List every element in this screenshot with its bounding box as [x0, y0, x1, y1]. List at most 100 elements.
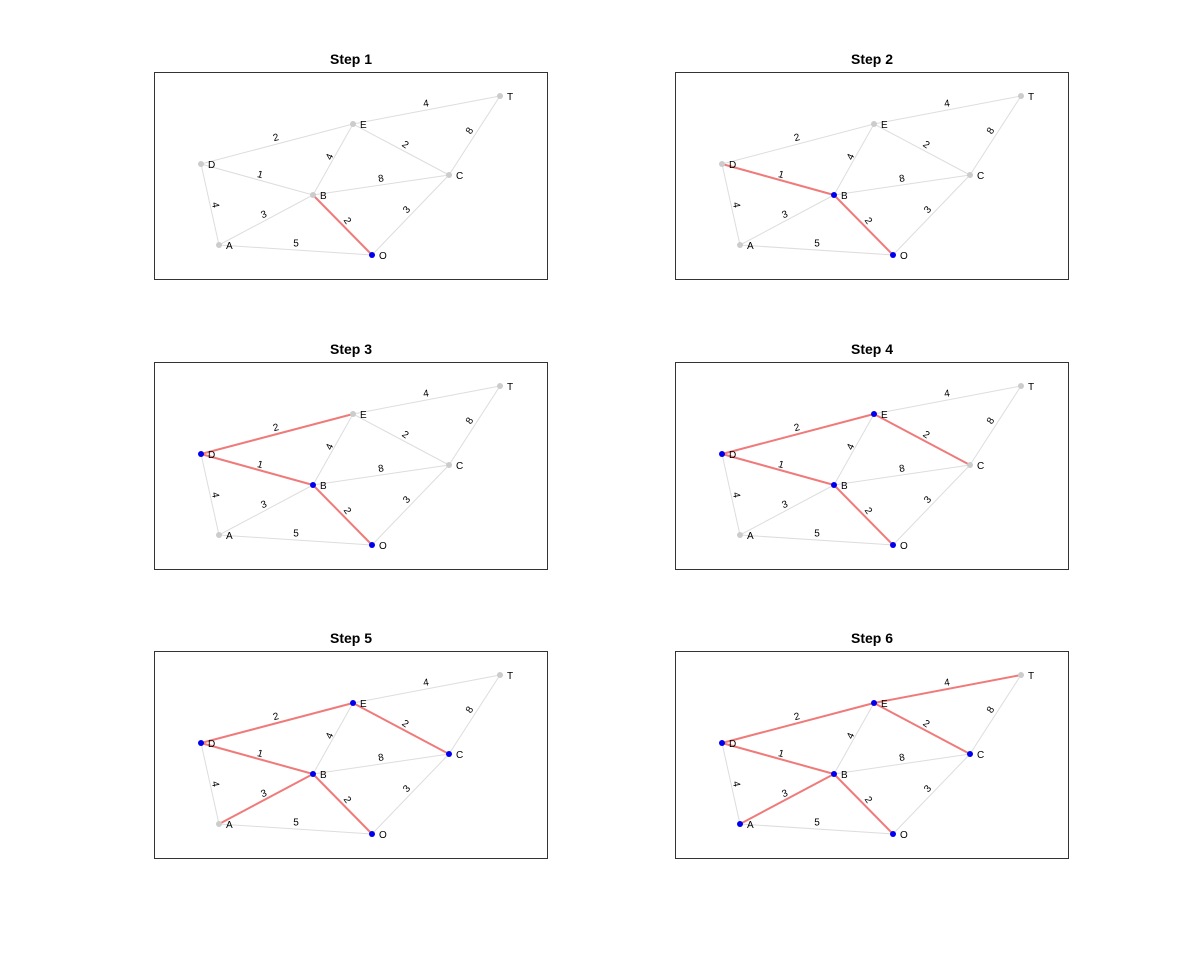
graph-edge-a-d	[200, 453, 220, 536]
edge-weight-label: 3	[401, 783, 413, 795]
node-label: E	[881, 410, 888, 421]
graph-node-b	[310, 192, 316, 198]
edge-weight-label: 4	[209, 201, 221, 209]
graph-node-o	[369, 542, 375, 548]
graph-node-d	[719, 740, 725, 746]
node-label: T	[1028, 671, 1034, 682]
graph-edge-b-c	[833, 174, 971, 196]
graph-node-d	[198, 451, 204, 457]
node-label: C	[456, 171, 463, 182]
graph-edge-b-e	[312, 123, 354, 196]
edge-weight-label: 8	[898, 173, 906, 185]
graph-edge-c-t	[969, 674, 1022, 755]
edge-weight-label: 8	[985, 125, 998, 136]
step-panel-5: Step 5 5 2 3 3 4 8 1 4 2 8 2 4 O A B C D E T	[154, 630, 548, 859]
edge-weight-label: 2	[341, 216, 353, 227]
edge-weight-label: 5	[814, 818, 820, 829]
step-panel-4: Step 4 5 2 3 3 4 8 1 4 2 8 2 4 O A B C D E T	[675, 341, 1069, 570]
edge-weight-label: 1	[256, 459, 265, 471]
graph-edge-e-t	[873, 95, 1022, 125]
graph-edge-c-t	[448, 674, 501, 755]
edge-weight-label: 5	[293, 529, 299, 540]
graph-node-a	[737, 532, 743, 538]
graph-node-a	[737, 821, 743, 827]
edge-weight-label: 3	[781, 209, 790, 221]
graph-edge-o-c	[371, 174, 450, 256]
graph-edge-c-t	[969, 385, 1022, 466]
edge-weight-label: 2	[920, 429, 931, 441]
edge-weight-label: 4	[730, 491, 742, 499]
edge-weight-label: 3	[260, 788, 269, 800]
edge-weight-label: 2	[399, 429, 410, 441]
panel-title: Step 3	[329, 341, 372, 357]
node-label: O	[900, 830, 908, 841]
graph-edge-c-t	[969, 95, 1022, 176]
graph-node-c	[967, 172, 973, 178]
step-panel-2: Step 2 5 2 3 3 4 8 1 4 2 8 2 4 O A B C D E T	[675, 51, 1069, 280]
edge-weight-label: 2	[862, 795, 874, 806]
node-label: B	[841, 770, 848, 781]
plot-frame	[675, 651, 1069, 859]
panel-title: Step 2	[850, 51, 893, 67]
graph-node-b	[831, 192, 837, 198]
edge-weight-label: 4	[324, 152, 337, 162]
graph-edge-b-d	[721, 742, 835, 775]
graph-edge-c-t	[448, 385, 501, 466]
graph-edge-d-e	[200, 123, 354, 165]
edge-weight-label: 4	[730, 780, 742, 788]
node-label: A	[747, 820, 754, 831]
graph-edge-c-e	[873, 123, 971, 176]
edge-weight-label: 4	[209, 491, 221, 499]
node-label: B	[320, 191, 327, 202]
graph-edge-a-d	[721, 453, 741, 536]
graph-plot: 5 2 3 3 4 8 1 4 2 8 2 4 O A B C D E T	[154, 651, 548, 859]
graph-edge-o-a	[739, 534, 894, 546]
edge-weight-label: 4	[209, 780, 221, 788]
edge-weight-label: 3	[401, 204, 413, 216]
graph-edge-b-c	[833, 464, 971, 486]
graph-edge-b-c	[312, 174, 450, 196]
graph-plot: 5 2 3 3 4 8 1 4 2 8 2 4 O A B C D E T	[675, 651, 1069, 859]
graph-edge-o-c	[892, 174, 971, 256]
edge-weight-label: 1	[777, 169, 786, 181]
node-label: T	[507, 92, 513, 103]
graph-edge-b-d	[200, 163, 314, 196]
node-label: A	[226, 241, 233, 252]
node-label: A	[226, 531, 233, 542]
graph-plot: 5 2 3 3 4 8 1 4 2 8 2 4 O A B C D E T	[154, 72, 548, 280]
node-label: D	[729, 160, 736, 171]
edge-weight-label: 8	[377, 752, 385, 764]
step-panel-1: Step 1 5 2 3 3 4 8 1 4 2 8 2 4 O A B C D E T	[154, 51, 548, 280]
graph-edge-o-a	[739, 823, 894, 835]
graph-node-a	[216, 242, 222, 248]
edge-weight-label: 3	[260, 499, 269, 511]
edge-weight-label: 3	[922, 204, 934, 216]
graph-node-b	[310, 482, 316, 488]
graph-edge-b-e	[833, 123, 875, 196]
edge-weight-label: 8	[464, 125, 477, 136]
graph-node-e	[350, 700, 356, 706]
graph-edge-o-c	[371, 753, 450, 835]
graph-edge-d-e	[721, 123, 875, 165]
panel-title: Step 1	[329, 51, 372, 67]
graph-edge-c-e	[873, 702, 971, 755]
graph-edge-d-e	[721, 702, 875, 744]
graph-edge-d-e	[200, 702, 354, 744]
graph-node-t	[497, 672, 503, 678]
node-label: D	[208, 160, 215, 171]
graph-plot: 5 2 3 3 4 8 1 4 2 8 2 4 O A B C D E T	[675, 72, 1069, 280]
node-label: C	[456, 461, 463, 472]
graph-node-o	[890, 252, 896, 258]
graph-node-c	[967, 462, 973, 468]
graph-edge-a-b	[739, 773, 835, 825]
edge-weight-label: 1	[777, 459, 786, 471]
node-label: C	[456, 750, 463, 761]
graph-node-c	[967, 751, 973, 757]
edge-weight-label: 2	[793, 422, 802, 434]
graph-node-b	[831, 482, 837, 488]
edge-weight-label: 4	[324, 731, 337, 741]
graph-node-c	[446, 172, 452, 178]
edge-weight-label: 4	[845, 152, 858, 162]
edge-weight-label: 4	[943, 388, 950, 400]
edge-weight-label: 4	[422, 677, 429, 689]
